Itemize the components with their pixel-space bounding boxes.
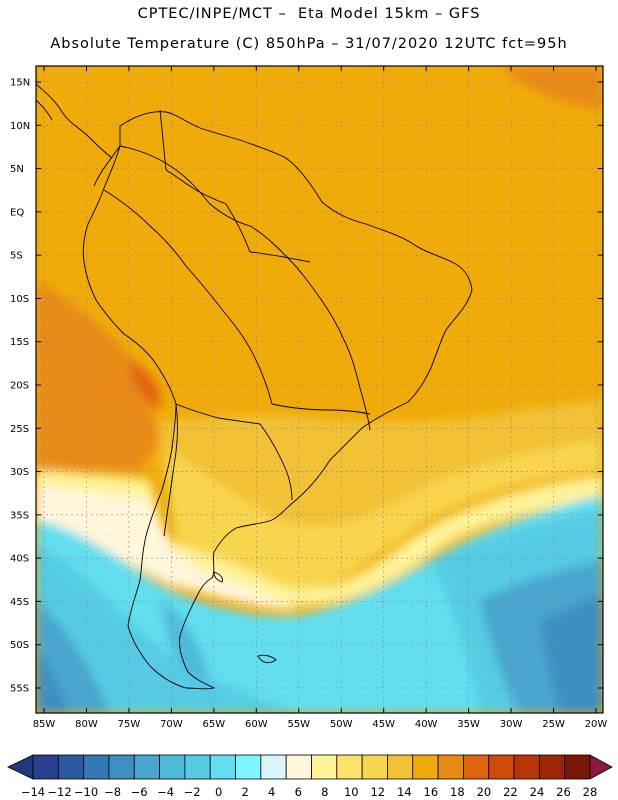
colorbar-swatch xyxy=(83,754,110,780)
lat-label: 15N xyxy=(10,78,30,89)
colorbar-label: −12 xyxy=(47,785,71,799)
colorbar-label: 20 xyxy=(477,785,492,799)
colorbar-labels: −14 −12 −10 −8 −6 −4 −2 0 2 4 6 8 10 12 14 16 18 20 22 24 26… xyxy=(21,785,597,799)
colorbar-swatch xyxy=(336,754,363,780)
colorbar-swatch xyxy=(260,754,287,780)
lat-label: 40S xyxy=(10,554,29,565)
colorbar-swatch xyxy=(159,754,186,780)
colorbar-label: 28 xyxy=(583,785,598,799)
colorbar-label: −6 xyxy=(131,785,148,799)
colorbar-swatch xyxy=(57,754,85,780)
lon-label: 40W xyxy=(415,719,438,730)
colorbar-swatch xyxy=(437,754,464,780)
lat-label: 45S xyxy=(10,597,29,608)
lon-label: 50W xyxy=(330,719,353,730)
lon-label: 35W xyxy=(457,719,480,730)
colorbar-label: −10 xyxy=(74,785,98,799)
colorbar-swatch xyxy=(538,754,566,780)
colorbar-swatch xyxy=(412,754,439,780)
colorbar-swatch xyxy=(32,754,59,780)
colorbar-swatch xyxy=(564,754,591,780)
temperature-field xyxy=(36,66,603,713)
lon-label: 75W xyxy=(118,719,141,730)
colorbar-label: 24 xyxy=(530,785,545,799)
longitude-labels: 85W 80W 75W 70W 65W 60W 55W 50W 45W 40W 35W 30W 25W 2… xyxy=(33,66,608,730)
colorbar-max-arrow xyxy=(589,754,613,780)
lat-label: 10N xyxy=(10,121,30,132)
coastlines xyxy=(36,83,473,690)
colorbar-swatch xyxy=(184,754,211,780)
lon-label: 85W xyxy=(33,719,56,730)
colorbar-swatch xyxy=(463,754,490,780)
lat-label: 20S xyxy=(10,381,29,392)
colorbar-swatch xyxy=(488,754,515,780)
lon-label: 25W xyxy=(542,719,565,730)
colorbar-label: 18 xyxy=(450,785,465,799)
colorbar-label: 26 xyxy=(556,785,571,799)
lat-label: 15S xyxy=(10,337,29,348)
colorbar-label: 2 xyxy=(242,785,249,799)
colorbar-label: 0 xyxy=(215,785,222,799)
colorbar-swatch xyxy=(108,754,135,780)
colorbar-swatch xyxy=(513,754,540,780)
lon-label: 60W xyxy=(245,719,268,730)
lat-label: 35S xyxy=(10,510,29,521)
colorbar-label: −2 xyxy=(184,785,201,799)
lat-label: 5S xyxy=(10,251,23,262)
colorbar-swatch xyxy=(285,754,312,780)
lat-label: 5N xyxy=(10,164,24,175)
lon-label: 20W xyxy=(585,719,608,730)
colorbar-label: 6 xyxy=(295,785,302,799)
colorbar-label: 4 xyxy=(268,785,275,799)
lon-label: 65W xyxy=(203,719,226,730)
colorbar-label: 12 xyxy=(370,785,385,799)
colorbar-label: 10 xyxy=(344,785,359,799)
lat-label: 10S xyxy=(10,294,29,305)
lat-label: 25S xyxy=(10,424,29,435)
colorbar-label: −8 xyxy=(104,785,121,799)
colorbar-swatch xyxy=(311,754,338,780)
lat-label: 30S xyxy=(10,467,29,478)
lat-label: 50S xyxy=(10,640,29,651)
lat-label: 55S xyxy=(10,684,29,695)
temperature-colorbar xyxy=(7,754,613,780)
colorbar-label: 22 xyxy=(503,785,518,799)
colorbar-swatch xyxy=(387,754,414,780)
lon-label: 30W xyxy=(500,719,523,730)
colorbar-swatch xyxy=(209,754,236,780)
lon-label: 80W xyxy=(75,719,98,730)
lon-label: 70W xyxy=(160,719,183,730)
colorbar-swatch xyxy=(361,754,388,780)
colorbar-label: 8 xyxy=(321,785,328,799)
colorbar-label: −4 xyxy=(157,785,174,799)
colorbar-swatch xyxy=(235,754,262,780)
map-frame xyxy=(35,65,604,714)
lat-label: EQ xyxy=(10,207,24,218)
colorbar-label: 14 xyxy=(397,785,412,799)
map-subtitle: Absolute Temperature (C) 850hPa – 31/07/… xyxy=(50,36,568,52)
map-title: CPTEC/INPE/MCT – Eta Model 15km – GFS xyxy=(137,6,481,22)
colorbar-min-arrow xyxy=(7,754,34,780)
colorbar-label: 16 xyxy=(424,785,439,799)
colorbar-swatch xyxy=(133,754,160,780)
lon-label: 45W xyxy=(372,719,395,730)
latitude-labels: 15N 10N 5N EQ 5S 10S 15S 20S 25S 30S 35S 40S 45S 50S 5… xyxy=(10,78,603,695)
lon-label: 55W xyxy=(287,719,310,730)
colorbar-label: −14 xyxy=(21,785,45,799)
